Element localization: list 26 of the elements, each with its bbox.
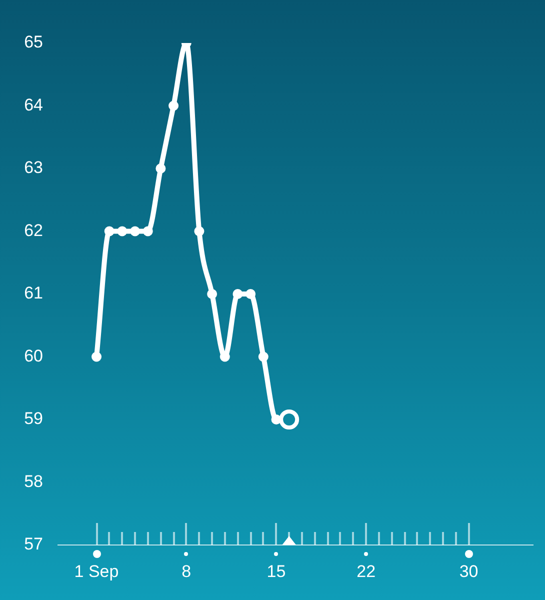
y-tick-label: 64 [24,95,43,114]
point [156,164,166,174]
y-tick-label: 61 [24,284,43,303]
y-tick-label: 65 [24,32,43,52]
x-tick-label: 8 [182,562,192,581]
point [207,289,218,299]
y-tick-label: 57 [24,534,43,554]
y-tick-label: 58 [24,472,43,491]
x-tick-label: 1 Sep [74,562,119,581]
x-tick-label: 15 [266,562,286,581]
y-tick-label: 59 [24,409,43,428]
x-tick-label: 22 [356,562,376,581]
point [142,226,153,236]
point [194,226,204,236]
point [117,226,128,236]
point [246,289,256,299]
point [104,226,114,236]
point [168,100,179,111]
point [92,352,102,362]
x-tick-label: 30 [459,562,478,581]
y-tick-label: 63 [24,158,43,178]
point [130,226,140,236]
point [232,289,243,299]
y-tick-label: 60 [24,346,43,366]
y-tick-label: 62 [24,220,43,240]
point [258,352,268,362]
